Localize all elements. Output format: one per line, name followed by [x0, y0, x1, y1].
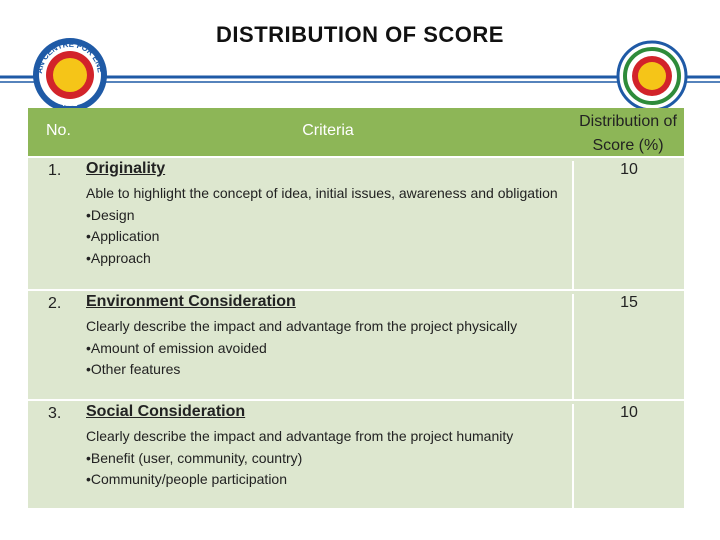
criteria-description: Clearly describe the impact and advantag…	[86, 428, 514, 444]
criteria-bullet: Design	[86, 205, 570, 227]
criteria-cell: Environment Consideration Clearly describ…	[86, 293, 570, 381]
row-number: 2.	[48, 295, 62, 312]
criteria-heading: Social Consideration	[86, 403, 246, 420]
criteria-bullet: Amount of emission avoided	[86, 338, 570, 360]
criteria-bullet: Application	[86, 226, 570, 248]
criteria-cell: Social Consideration Clearly describe the…	[86, 403, 570, 491]
table-row: 3. Social Consideration Clearly describe t…	[28, 399, 684, 511]
criteria-bullet: Benefit (user, community, country)	[86, 448, 570, 470]
criteria-heading: Environment Consideration	[86, 293, 296, 310]
criteria-bullet: Approach	[86, 248, 570, 270]
criteria-cell: Originality Able to highlight the concept…	[86, 160, 570, 269]
slide-title: DISTRIBUTION OF SCORE	[216, 22, 504, 47]
logo-core	[638, 62, 666, 90]
column-header: Criteria	[302, 122, 354, 139]
row-number: 3.	[48, 405, 62, 422]
criteria-description: Clearly describe the impact and advantag…	[86, 318, 518, 334]
logo-ring	[623, 47, 681, 105]
row-number: 1.	[48, 162, 62, 179]
logo-short: ACE	[63, 101, 78, 108]
right-logo	[616, 40, 688, 110]
header-decoration: ASEAN CENTRE FOR ENERGY ACE	[0, 0, 720, 110]
score-cell: 10	[572, 161, 684, 292]
left-logo: ASEAN CENTRE FOR ENERGY ACE	[0, 0, 107, 110]
criteria-heading: Originality	[86, 160, 166, 177]
criteria-bullet: Community/people participation	[86, 469, 570, 491]
table-row: 1. Originality Able to highlight the conce…	[28, 156, 684, 292]
score-cell: 10	[572, 404, 684, 511]
score-cell: 15	[572, 294, 684, 402]
column-header: No.	[46, 122, 71, 139]
criteria-description: Able to highlight the concept of idea, i…	[86, 185, 558, 201]
criteria-bullet: Other features	[86, 359, 570, 381]
column-header: Distribution of Score (%)	[579, 113, 677, 154]
table-row: 2. Environment Consideration Clearly descr…	[28, 289, 684, 402]
header-row: No. Criteria Distribution of Score (%)	[28, 108, 684, 156]
logo-core	[53, 58, 87, 92]
